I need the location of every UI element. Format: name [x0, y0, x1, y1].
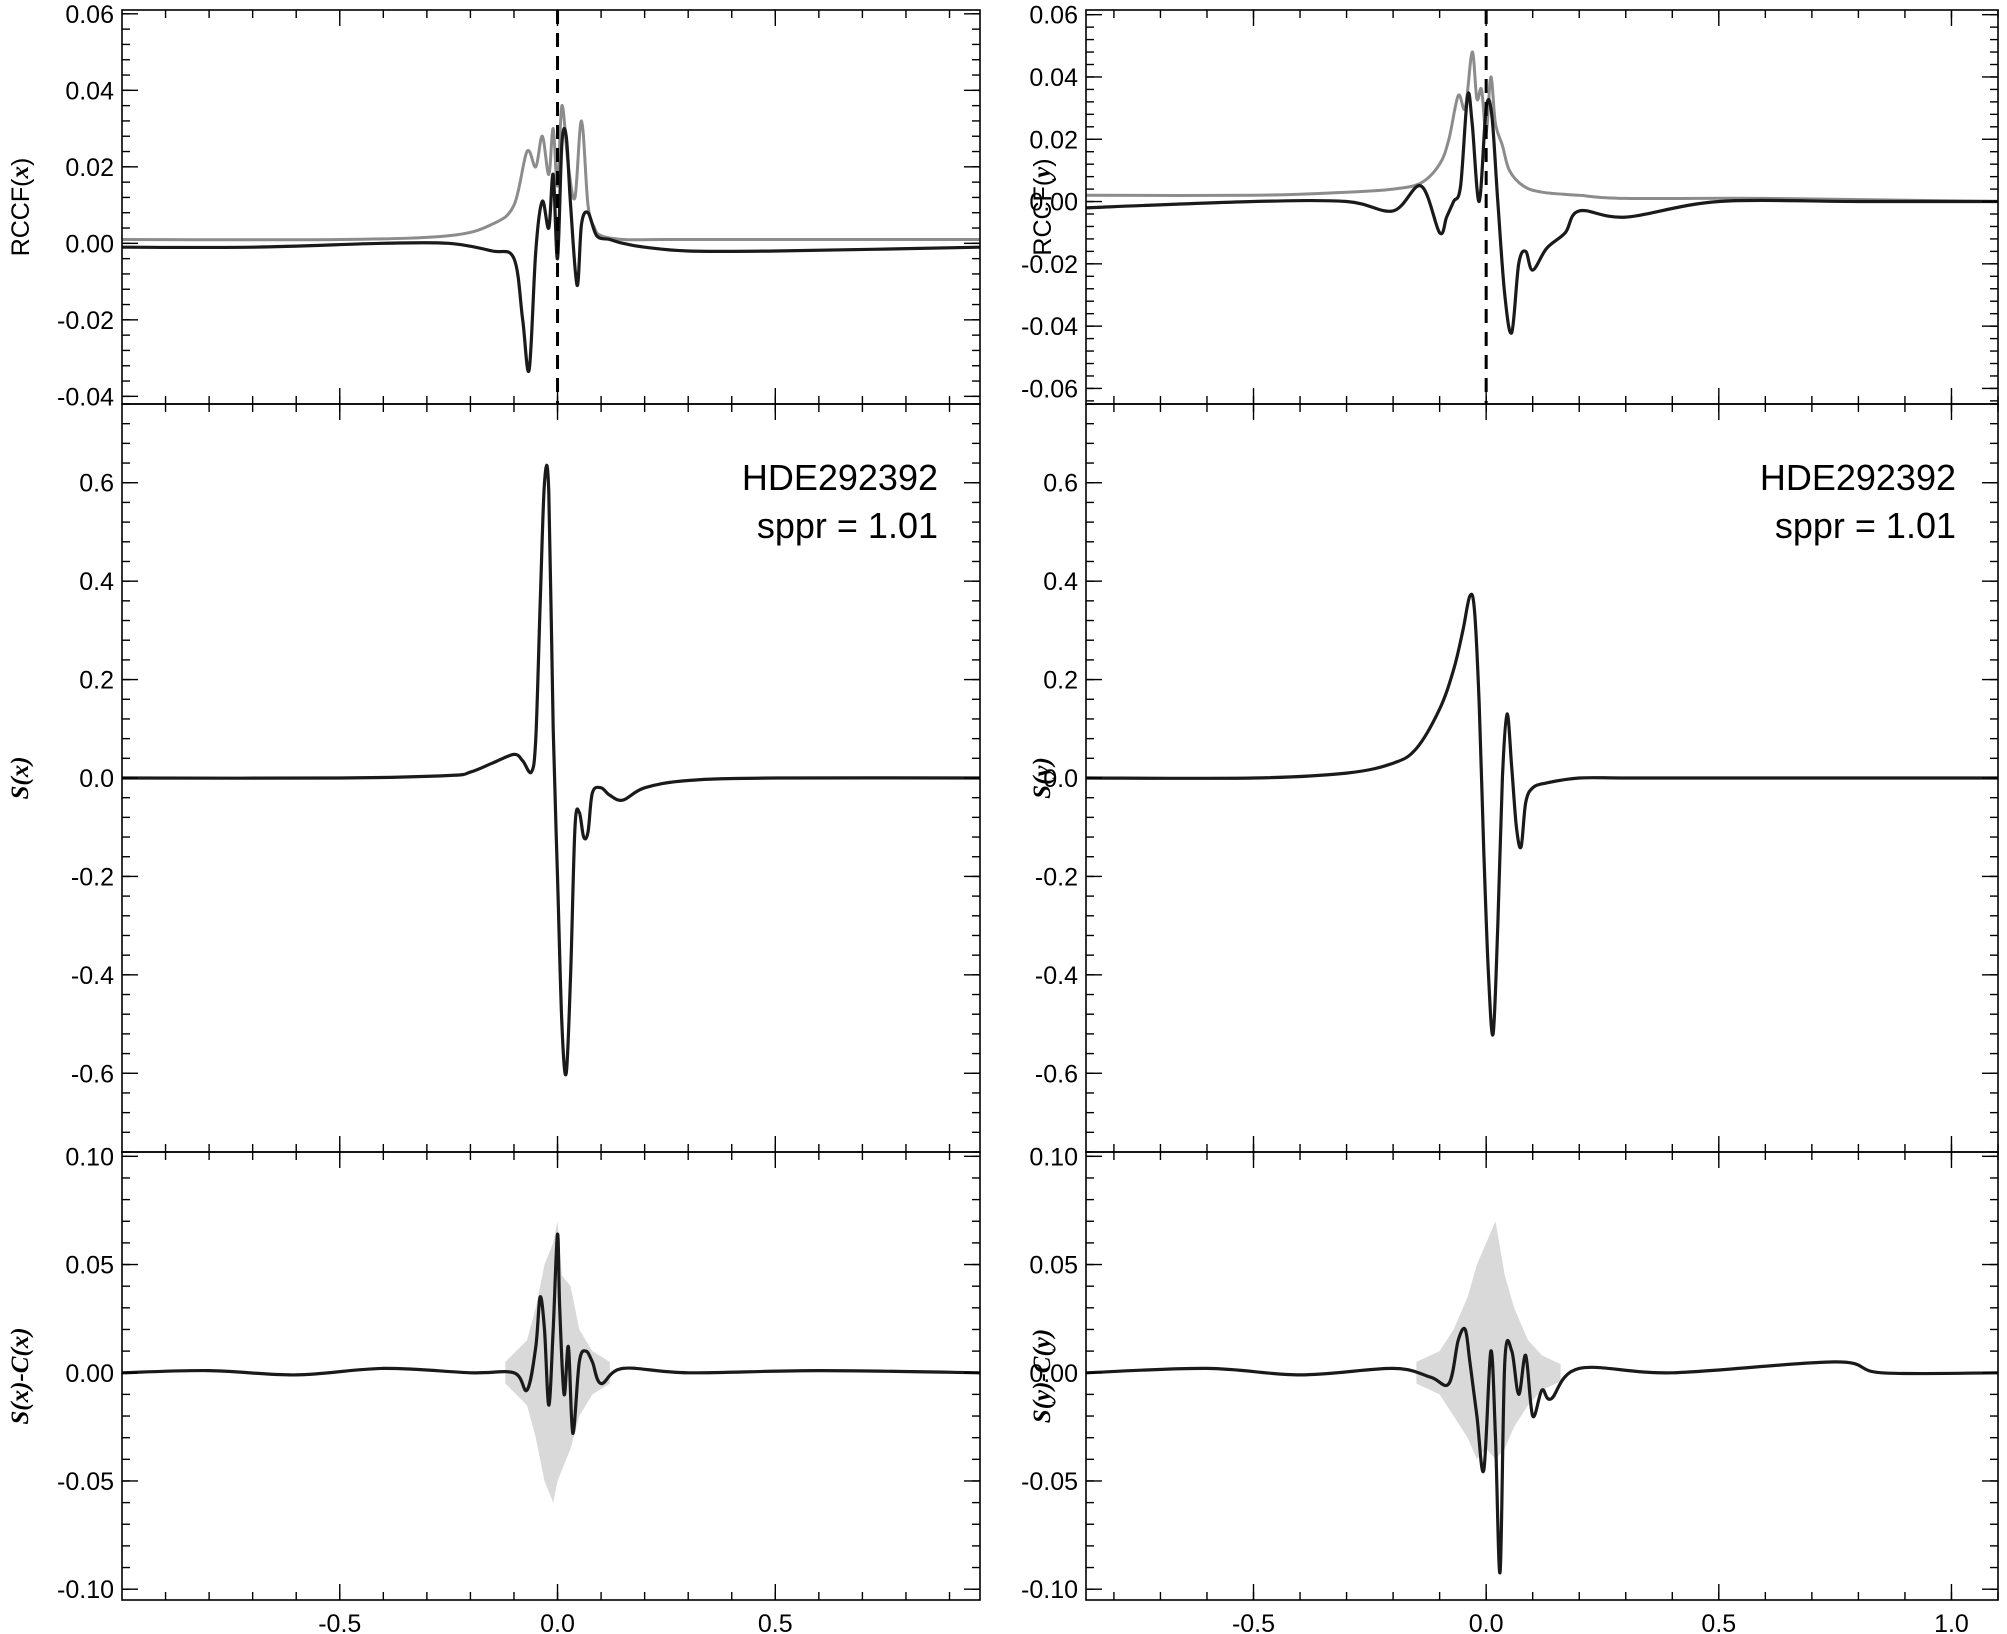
- x-tick-label: 0.5: [758, 1610, 793, 1634]
- y-tick-label: -0.05: [57, 1468, 114, 1496]
- y-tick-label: 0.06: [65, 1, 114, 29]
- y-tick-label: 0.00: [65, 1360, 114, 1388]
- y-tick-label: 0.02: [1029, 126, 1078, 154]
- uncertainty-band: [505, 1221, 610, 1503]
- y-tick-label: -0.04: [1021, 313, 1078, 341]
- y-tick-label: -0.02: [1021, 251, 1078, 279]
- sppr-annotation: sppr = 1.01: [757, 505, 938, 546]
- y-tick-label: 0.6: [1043, 470, 1078, 498]
- y-tick-label: 0.04: [65, 77, 114, 105]
- y-tick-label: -0.6: [71, 1060, 114, 1088]
- y-tick-label: -0.6: [1035, 1060, 1078, 1088]
- y-tick-label: 0.00: [65, 230, 114, 258]
- y-tick-label: 0.0: [79, 765, 114, 793]
- y-axis-label: S(x)-C(x): [7, 1327, 34, 1424]
- x-tick-label: 1.0: [1934, 1610, 1969, 1634]
- panel-rccf-x: -0.04 -0.02 0.00 0.02 0.04 0.06 RCCF(x): [7, 1, 981, 411]
- series-line-reference: [1086, 50, 1998, 203]
- y-tick-label: -0.02: [57, 307, 114, 335]
- y-axis-variable: S(x)-C(x): [7, 1327, 34, 1424]
- panel-resid-y: -0.10-0.050.000.050.10-0.50.00.51.0y (ar…: [1021, 1143, 1999, 1634]
- y-tick-label: 0.0: [1043, 765, 1078, 793]
- series-line-model: [1086, 91, 1998, 335]
- series-line-reference: [122, 104, 980, 242]
- y-tick-label: 0.2: [79, 667, 114, 695]
- x-tick-label: 0.0: [540, 1610, 575, 1634]
- y-tick-label: 0.4: [79, 568, 114, 596]
- plot-frame: [1085, 1151, 1999, 1601]
- series-line-model: [1086, 592, 1998, 1037]
- y-axis-variable: S(x): [7, 756, 34, 799]
- sppr-annotation: sppr = 1.01: [1775, 505, 1956, 546]
- panel-resid-x: -0.10-0.050.000.050.10-0.50.00.5x (arcse…: [7, 1143, 981, 1634]
- x-tick-label: 0.5: [1701, 1610, 1736, 1634]
- y-tick-label: -0.4: [1035, 962, 1078, 990]
- plot-frame: [1085, 9, 1999, 405]
- y-tick-label: -0.10: [1021, 1576, 1078, 1604]
- x-tick-label: 0.0: [1469, 1610, 1504, 1634]
- y-tick-label: 0.05: [1029, 1252, 1078, 1280]
- panel-rccf-y: -0.06 -0.04 -0.02 0.00 0.02 0.04 0.06 RCCF(y): [1021, 2, 1999, 405]
- y-axis-label: S(x): [7, 756, 34, 799]
- y-axis-variable: S(y)-C(y): [1029, 1329, 1056, 1423]
- uncertainty-band: [1416, 1221, 1561, 1460]
- y-axis-label: RCCF(y): [1029, 158, 1057, 255]
- x-tick-label: -0.5: [318, 1610, 361, 1634]
- y-tick-label: 0.10: [1029, 1143, 1078, 1171]
- y-tick-label: 0.2: [1043, 667, 1078, 695]
- y-tick-label: -0.2: [1035, 863, 1078, 891]
- y-axis-label-suffix: ): [7, 158, 35, 166]
- y-tick-label: -0.06: [1021, 375, 1078, 403]
- y-tick-label: 0.00: [1029, 189, 1078, 217]
- panel-s-x: -0.6 -0.4 -0.2 0.0 0.2 0.4 0.6 S(x) HDE292392 spp…: [7, 403, 981, 1153]
- y-tick-label: 0.02: [65, 154, 114, 182]
- y-axis-label: RCCF(x): [7, 158, 35, 257]
- y-axis-label: S(y)-C(y): [1029, 1329, 1056, 1423]
- y-tick-label: -0.05: [1021, 1468, 1078, 1496]
- y-tick-label: 0.4: [1043, 568, 1078, 596]
- y-tick-label: 0.6: [79, 470, 114, 498]
- y-tick-label: 0.05: [65, 1252, 114, 1280]
- y-axis-label-prefix: RCCF(: [1029, 177, 1057, 255]
- x-tick-label: -0.5: [1232, 1610, 1275, 1634]
- y-tick-label: 0.04: [1029, 64, 1078, 92]
- plot-frame: [121, 1151, 981, 1601]
- y-axis-variable: x: [7, 166, 34, 180]
- series-line-model: [1086, 1326, 1998, 1575]
- series-line-model: [122, 126, 980, 374]
- series-line-model: [122, 463, 980, 1077]
- y-tick-label: 0.10: [65, 1143, 114, 1171]
- y-tick-label: 0.06: [1029, 2, 1078, 30]
- y-axis-variable: S(y): [1029, 757, 1056, 799]
- star-name-annotation: HDE292392: [1760, 457, 1956, 498]
- y-axis-variable: y: [1029, 166, 1056, 181]
- series-line-model: [122, 1232, 980, 1436]
- y-tick-label: -0.4: [71, 962, 114, 990]
- y-tick-label: -0.2: [71, 863, 114, 891]
- y-tick-label: -0.04: [57, 383, 114, 411]
- y-axis-label: S(y): [1029, 757, 1056, 799]
- y-tick-label: -0.10: [57, 1576, 114, 1604]
- y-axis-label-suffix: ): [1029, 158, 1057, 166]
- panel-s-y: -0.6 -0.4 -0.2 0.0 0.2 0.4 0.6 S(y) HDE292392 spp…: [1029, 403, 1999, 1153]
- star-name-annotation: HDE292392: [742, 457, 938, 498]
- y-tick-label: 0.00: [1029, 1360, 1078, 1388]
- y-axis-label-prefix: RCCF(: [7, 178, 35, 256]
